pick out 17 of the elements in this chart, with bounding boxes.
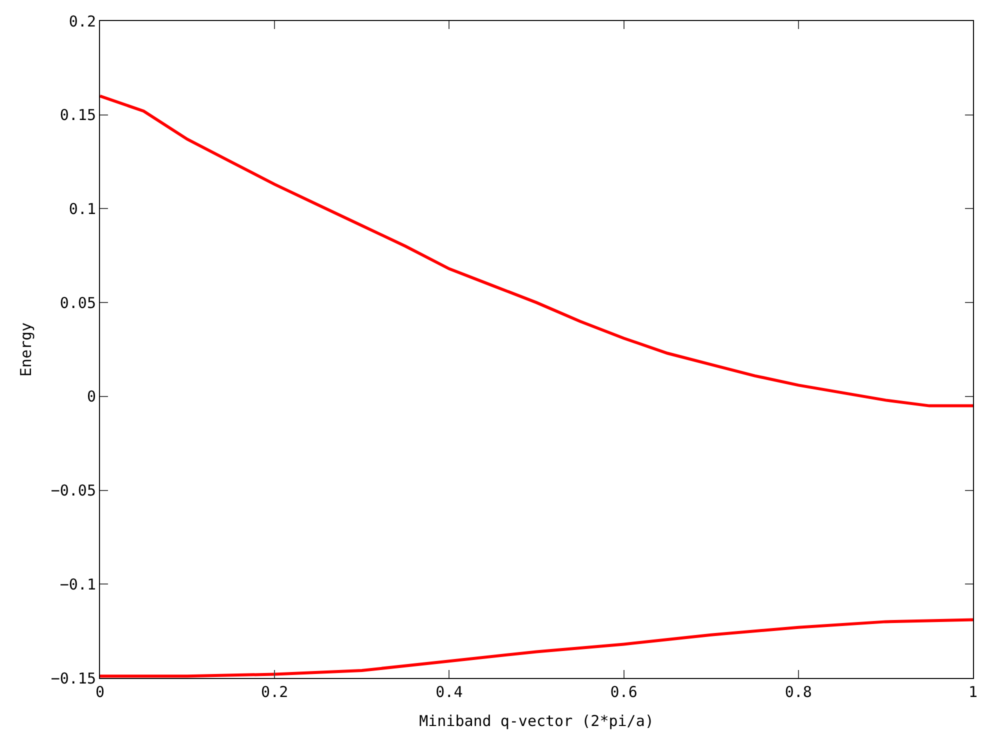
y-tick-label: 0.05 xyxy=(60,294,96,312)
y-axis-title: Energy xyxy=(17,322,36,377)
x-tick-label: 0.6 xyxy=(610,683,638,701)
y-tick-label: −0.05 xyxy=(50,482,96,500)
y-tick-label: 0 xyxy=(86,388,96,406)
x-tick-label: 0.4 xyxy=(436,683,463,701)
line-series xyxy=(100,94,973,408)
y-tick-label: −0.15 xyxy=(50,669,96,688)
y-tick-label: 0.15 xyxy=(60,106,96,124)
line-series xyxy=(100,618,973,678)
x-tick-label: 0.8 xyxy=(784,683,812,701)
x-axis-title: Miniband q-vector (2*pi/a) xyxy=(419,712,654,730)
x-tick-label: 0.2 xyxy=(261,683,288,701)
x-tick-label: 1 xyxy=(968,683,978,701)
y-tick-label: 0.1 xyxy=(68,200,96,218)
y-tick-label: 0.2 xyxy=(68,12,96,30)
y-tick-label: −0.1 xyxy=(60,575,96,594)
